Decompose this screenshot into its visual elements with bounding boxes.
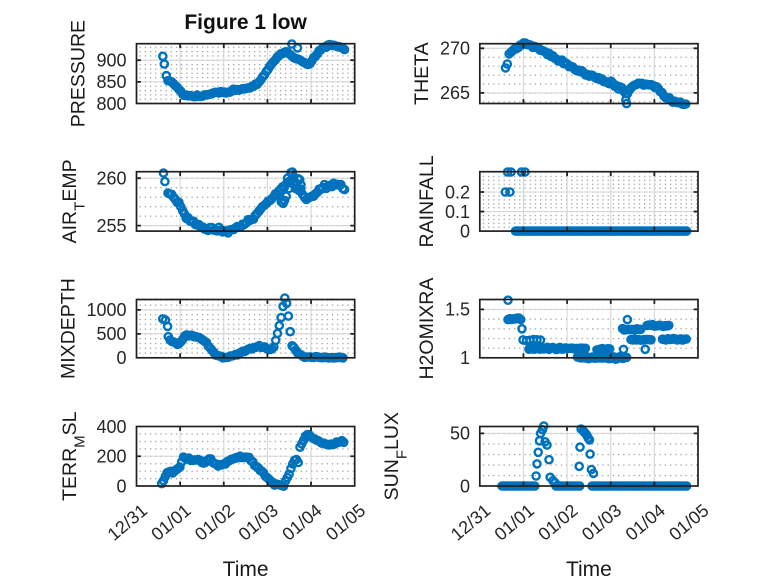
svg-text:800: 800	[96, 94, 126, 114]
svg-text:500: 500	[96, 324, 126, 344]
svg-text:900: 900	[96, 51, 126, 71]
svg-text:0: 0	[460, 221, 470, 241]
svg-text:Time: Time	[566, 558, 612, 581]
svg-text:265: 265	[440, 83, 470, 103]
svg-text:0: 0	[460, 476, 470, 496]
svg-text:200: 200	[96, 447, 126, 467]
svg-text:260: 260	[96, 169, 126, 189]
svg-text:MIXDEPTH: MIXDEPTH	[57, 278, 79, 379]
svg-text:400: 400	[96, 417, 126, 437]
svg-text:50: 50	[450, 424, 470, 444]
svg-text:PRESSURE: PRESSURE	[67, 20, 89, 127]
svg-text:H2OMIXRA: H2OMIXRA	[416, 278, 438, 380]
svg-text:850: 850	[96, 72, 126, 92]
svg-text:270: 270	[440, 39, 470, 59]
svg-text:1000: 1000	[86, 300, 126, 320]
svg-text:0: 0	[116, 348, 126, 368]
svg-text:Time: Time	[223, 558, 269, 581]
svg-text:Figure 1 low: Figure 1 low	[184, 11, 307, 34]
svg-text:RAINFALL: RAINFALL	[416, 155, 438, 247]
svg-text:0.1: 0.1	[445, 202, 470, 222]
svg-text:0: 0	[116, 476, 126, 496]
svg-text:1.5: 1.5	[445, 300, 470, 320]
svg-text:0.2: 0.2	[445, 182, 470, 202]
svg-text:THETA: THETA	[411, 42, 433, 104]
svg-text:255: 255	[96, 216, 126, 236]
svg-text:1: 1	[460, 348, 470, 368]
